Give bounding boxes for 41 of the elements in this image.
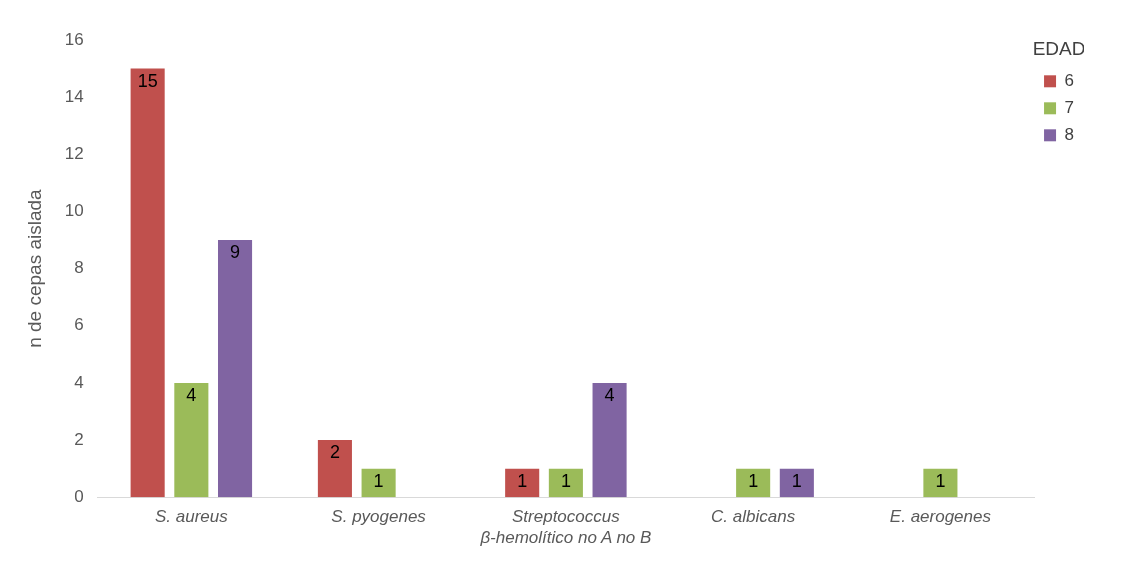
data-label: 1 xyxy=(373,470,384,491)
data-label: 1 xyxy=(935,470,946,491)
bar xyxy=(218,240,253,498)
data-label: 4 xyxy=(604,384,615,405)
data-label: 15 xyxy=(137,70,158,91)
data-label: 1 xyxy=(560,470,571,491)
bar xyxy=(923,468,958,498)
bar xyxy=(317,440,352,498)
legend-label: 6 xyxy=(1064,70,1075,90)
x-tick-label: S. pyogenes xyxy=(331,507,427,527)
data-label: 2 xyxy=(329,442,340,463)
y-tick-label: 12 xyxy=(64,143,84,163)
legend-label: 7 xyxy=(1064,97,1075,117)
data-label: 1 xyxy=(517,470,528,491)
data-label: 1 xyxy=(791,470,802,491)
x-tick-label: E. aerogenes xyxy=(889,507,992,527)
x-tick-label: Streptococcus β-hemolítico no A no B xyxy=(479,507,652,547)
y-tick-label: 0 xyxy=(74,486,84,506)
bar xyxy=(779,468,814,498)
y-axis-title: n de cepas aislada xyxy=(23,188,45,348)
bar xyxy=(130,68,165,498)
y-tick-label: 10 xyxy=(64,201,84,221)
y-tick-label: 16 xyxy=(64,29,84,49)
data-label: 4 xyxy=(186,384,197,405)
y-tick-label: 6 xyxy=(74,315,84,335)
x-tick-label: S. aureus xyxy=(154,507,229,527)
legend-title: EDAD xyxy=(1032,37,1086,59)
bar xyxy=(505,468,540,498)
bar xyxy=(592,382,627,498)
y-tick-label: 14 xyxy=(64,86,84,106)
x-tick-label: C. albicans xyxy=(711,507,796,527)
bar xyxy=(361,468,396,498)
bar xyxy=(174,382,209,498)
data-label: 1 xyxy=(748,470,759,491)
legend-label: 8 xyxy=(1064,124,1075,144)
data-label: 9 xyxy=(230,241,241,262)
y-tick-label: 4 xyxy=(74,372,84,392)
y-tick-label: 2 xyxy=(74,429,84,449)
bar xyxy=(548,468,583,498)
y-tick-label: 8 xyxy=(74,258,84,278)
bar xyxy=(736,468,771,498)
